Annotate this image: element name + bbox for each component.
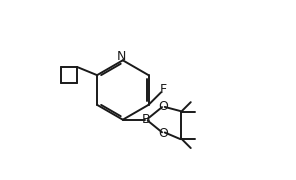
Text: O: O <box>158 100 168 113</box>
Text: O: O <box>158 127 168 140</box>
Text: N: N <box>117 50 127 63</box>
Text: F: F <box>160 83 167 96</box>
Text: B: B <box>142 113 150 126</box>
